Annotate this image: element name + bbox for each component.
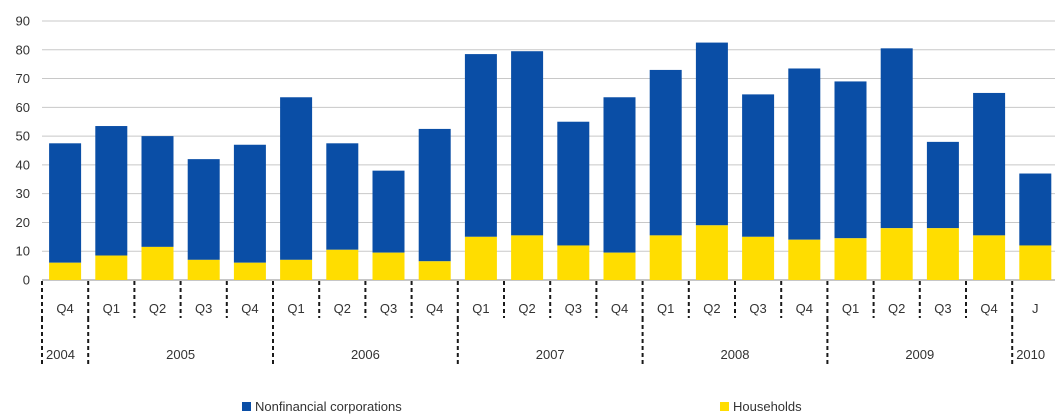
x-tick-label: Q2 — [518, 301, 535, 316]
bar-nonfinancial — [326, 143, 359, 250]
bar-nonfinancial — [557, 121, 590, 246]
legend-label-households: Households — [733, 399, 802, 414]
year-label: 2009 — [905, 347, 934, 362]
bar-nonfinancial — [141, 136, 174, 247]
x-tick-label: Q4 — [611, 301, 628, 316]
bar-nonfinancial — [233, 144, 266, 263]
x-tick-label: Q4 — [241, 301, 258, 316]
bar-households — [834, 238, 867, 280]
x-tick-label: Q2 — [334, 301, 351, 316]
legend-label-nonfinancial: Nonfinancial corporations — [255, 399, 402, 414]
year-label: 2008 — [721, 347, 750, 362]
bar-nonfinancial — [880, 48, 913, 229]
legend-swatch-nonfinancial — [242, 402, 251, 411]
bar-households — [233, 262, 266, 280]
x-axis: Q4 Q1 Q2 Q3 Q4 Q1 Q2 Q3 Q4 Q1 Q2 Q3 Q4 Q1 Q2 Q3 Q4 Q1 Q2 Q3… — [41, 281, 1045, 364]
x-tick-label: Q3 — [565, 301, 582, 316]
bar-households — [788, 239, 821, 280]
bar-households — [880, 228, 913, 280]
bar-households — [141, 246, 174, 280]
y-tick-label: 60 — [16, 100, 30, 115]
x-tick-label: Q4 — [426, 301, 443, 316]
bar-households — [557, 245, 590, 280]
year-label: 2010 — [1016, 347, 1045, 362]
bar-households — [1019, 245, 1052, 280]
bar-households — [511, 235, 544, 280]
bar-households — [280, 259, 313, 280]
bar-nonfinancial — [511, 51, 544, 236]
bar-households — [742, 236, 775, 280]
bar-nonfinancial — [926, 141, 959, 229]
x-tick-label: Q3 — [195, 301, 212, 316]
bar-nonfinancial — [788, 68, 821, 240]
x-tick-label: Q1 — [472, 301, 489, 316]
y-tick-label: 70 — [16, 71, 30, 86]
x-tick-label: Q1 — [287, 301, 304, 316]
x-tick-label: J — [1032, 301, 1039, 316]
y-tick-label: 10 — [16, 244, 30, 259]
bar-households — [603, 252, 636, 280]
bar-nonfinancial — [973, 92, 1006, 236]
x-tick-label: Q2 — [149, 301, 166, 316]
bar-households — [926, 228, 959, 280]
bar-nonfinancial — [187, 159, 220, 260]
bar-nonfinancial — [695, 42, 728, 226]
bar-nonfinancial — [834, 81, 867, 239]
x-tick-label: Q3 — [934, 301, 951, 316]
bar-households — [464, 236, 497, 280]
bar-nonfinancial — [742, 94, 775, 237]
y-tick-label: 80 — [16, 42, 30, 57]
y-tick-label: 90 — [16, 14, 30, 29]
x-tick-label: Q1 — [657, 301, 674, 316]
bar-households — [49, 262, 82, 280]
bar-nonfinancial — [649, 69, 682, 236]
bar-households — [695, 225, 728, 280]
legend-swatch-households — [720, 402, 729, 411]
x-tick-label: Q2 — [703, 301, 720, 316]
bar-nonfinancial — [464, 54, 497, 237]
x-tick-label: Q4 — [796, 301, 813, 316]
bar-nonfinancial — [95, 126, 128, 256]
bar-households — [649, 235, 682, 280]
bar-households — [372, 252, 405, 280]
bar-nonfinancial — [280, 97, 313, 260]
year-label: 2007 — [536, 347, 565, 362]
x-tick-label: Q4 — [56, 301, 73, 316]
x-tick-label: Q2 — [888, 301, 905, 316]
x-tick-label: Q1 — [842, 301, 859, 316]
x-tick-label: Q3 — [380, 301, 397, 316]
x-tick-label: Q4 — [980, 301, 997, 316]
bar-nonfinancial — [372, 170, 405, 253]
y-tick-label: 20 — [16, 215, 30, 230]
bar-nonfinancial — [1019, 173, 1052, 246]
bar-nonfinancial — [603, 97, 636, 253]
x-tick-label: Q1 — [103, 301, 120, 316]
y-tick-label: 0 — [23, 273, 30, 288]
y-tick-label: 30 — [16, 186, 30, 201]
bar-households — [326, 249, 359, 280]
year-label: 2004 — [46, 347, 75, 362]
bar-households — [95, 255, 128, 280]
legend: Nonfinancial corporations Households — [242, 399, 802, 414]
bars — [49, 42, 1052, 280]
bar-households — [973, 235, 1006, 280]
year-label: 2006 — [351, 347, 380, 362]
bar-households — [418, 261, 451, 280]
year-label: 2005 — [166, 347, 195, 362]
bar-nonfinancial — [49, 143, 82, 263]
bar-households — [187, 259, 220, 280]
y-tick-label: 50 — [16, 129, 30, 144]
bar-nonfinancial — [418, 128, 451, 262]
y-tick-label: 40 — [16, 157, 30, 172]
y-axis-ticks: 0 10 20 30 40 50 60 70 80 90 — [16, 14, 30, 288]
x-tick-label: Q3 — [749, 301, 766, 316]
